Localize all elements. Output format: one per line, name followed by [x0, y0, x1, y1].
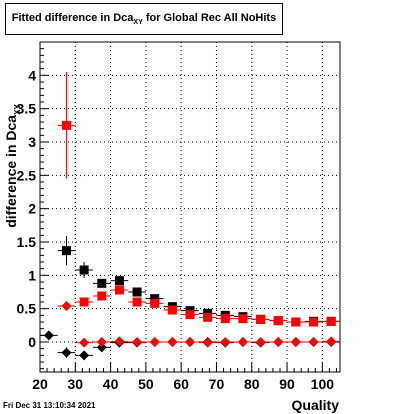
data-marks	[40, 72, 340, 361]
data-point-square	[79, 265, 89, 275]
data-point-square	[79, 297, 89, 307]
y-tick-label: 2.5	[17, 167, 37, 183]
data-point-square	[61, 246, 71, 256]
data-point-square	[150, 294, 160, 304]
x-tick-label: 70	[209, 376, 225, 392]
axis-ticks	[39, 48, 337, 372]
data-point-diamond	[185, 337, 195, 347]
chart-title-rest: for Global Rec All NoHits	[142, 12, 277, 24]
data-point-diamond	[237, 337, 248, 347]
x-tick-label: 80	[244, 376, 260, 392]
data-point-diamond	[61, 347, 72, 358]
data-point-diamond	[96, 342, 107, 353]
data-point-diamond	[114, 336, 125, 347]
data-point-square	[132, 287, 142, 297]
y-axis-title: difference in DcaXY	[3, 104, 22, 228]
data-point-square	[132, 297, 142, 307]
y-tick-label: 2	[28, 201, 36, 217]
y-axis-title-subscript: XY	[13, 104, 22, 115]
y-tick-label: 4	[28, 67, 36, 83]
data-point-diamond	[290, 337, 301, 347]
data-point-square	[97, 291, 107, 301]
chart-title: Fitted difference in DcaXY for Global Re…	[6, 12, 282, 26]
data-point-diamond	[79, 337, 90, 348]
data-point-square	[238, 314, 248, 324]
tick-labels: 20 30 40 50 60 70 80 90 100 0 0.5 1 1.5 2 2.5 3 3.5 4	[17, 67, 335, 392]
data-point-square	[167, 305, 177, 315]
chart-title-subscript: XY	[133, 19, 143, 27]
y-tick-label: 1	[28, 267, 36, 283]
data-point-square	[326, 316, 336, 326]
x-tick-label: 40	[103, 376, 119, 392]
data-point-square	[150, 298, 160, 308]
data-point-diamond	[79, 350, 90, 361]
y-axis-title-main: difference in Dca	[3, 115, 19, 228]
y-tick-label: 3	[28, 134, 36, 150]
title-box: Fitted difference in DcaXY for Global Re…	[5, 3, 283, 35]
data-point-diamond	[149, 337, 160, 347]
data-point-square	[220, 314, 230, 324]
data-point-diamond	[132, 337, 143, 347]
data-point-square	[273, 316, 283, 326]
x-tick-label: 90	[279, 376, 295, 392]
y-tick-label: 3.5	[17, 101, 37, 117]
data-point-square	[256, 314, 266, 324]
data-point-square	[185, 310, 195, 320]
data-point-diamond	[202, 337, 213, 348]
data-point-square	[203, 312, 213, 322]
data-point-diamond	[167, 337, 178, 347]
timestamp-footer: Fri Dec 31 13:10:34 2021	[3, 401, 96, 410]
x-axis-title: Quality	[292, 397, 340, 413]
x-tick-label: 20	[32, 376, 48, 392]
y-tick-label: 1.5	[17, 234, 37, 250]
data-point-diamond	[61, 301, 72, 311]
data-point-square	[291, 317, 301, 327]
x-tick-label: 100	[311, 376, 335, 392]
chart-title-main: Fitted difference in Dca	[11, 12, 134, 24]
data-point-diamond	[220, 337, 231, 347]
data-point-diamond	[96, 337, 107, 347]
y-tick-label: 0.5	[17, 301, 37, 317]
data-point-square	[97, 278, 107, 288]
data-point-diamond	[273, 337, 284, 347]
data-point-diamond	[326, 336, 337, 347]
data-point-square	[61, 120, 71, 130]
plot-frame	[39, 41, 341, 373]
x-tick-label: 30	[68, 376, 84, 392]
x-tick-label: 50	[138, 376, 154, 392]
data-point-diamond	[255, 337, 266, 347]
data-point-square	[114, 285, 124, 295]
data-point-diamond	[43, 330, 54, 341]
data-point-square	[309, 317, 319, 327]
data-point-diamond	[308, 337, 319, 347]
data-point-square	[114, 276, 124, 286]
x-tick-label: 60	[173, 376, 189, 392]
y-tick-label: 0	[28, 334, 36, 350]
